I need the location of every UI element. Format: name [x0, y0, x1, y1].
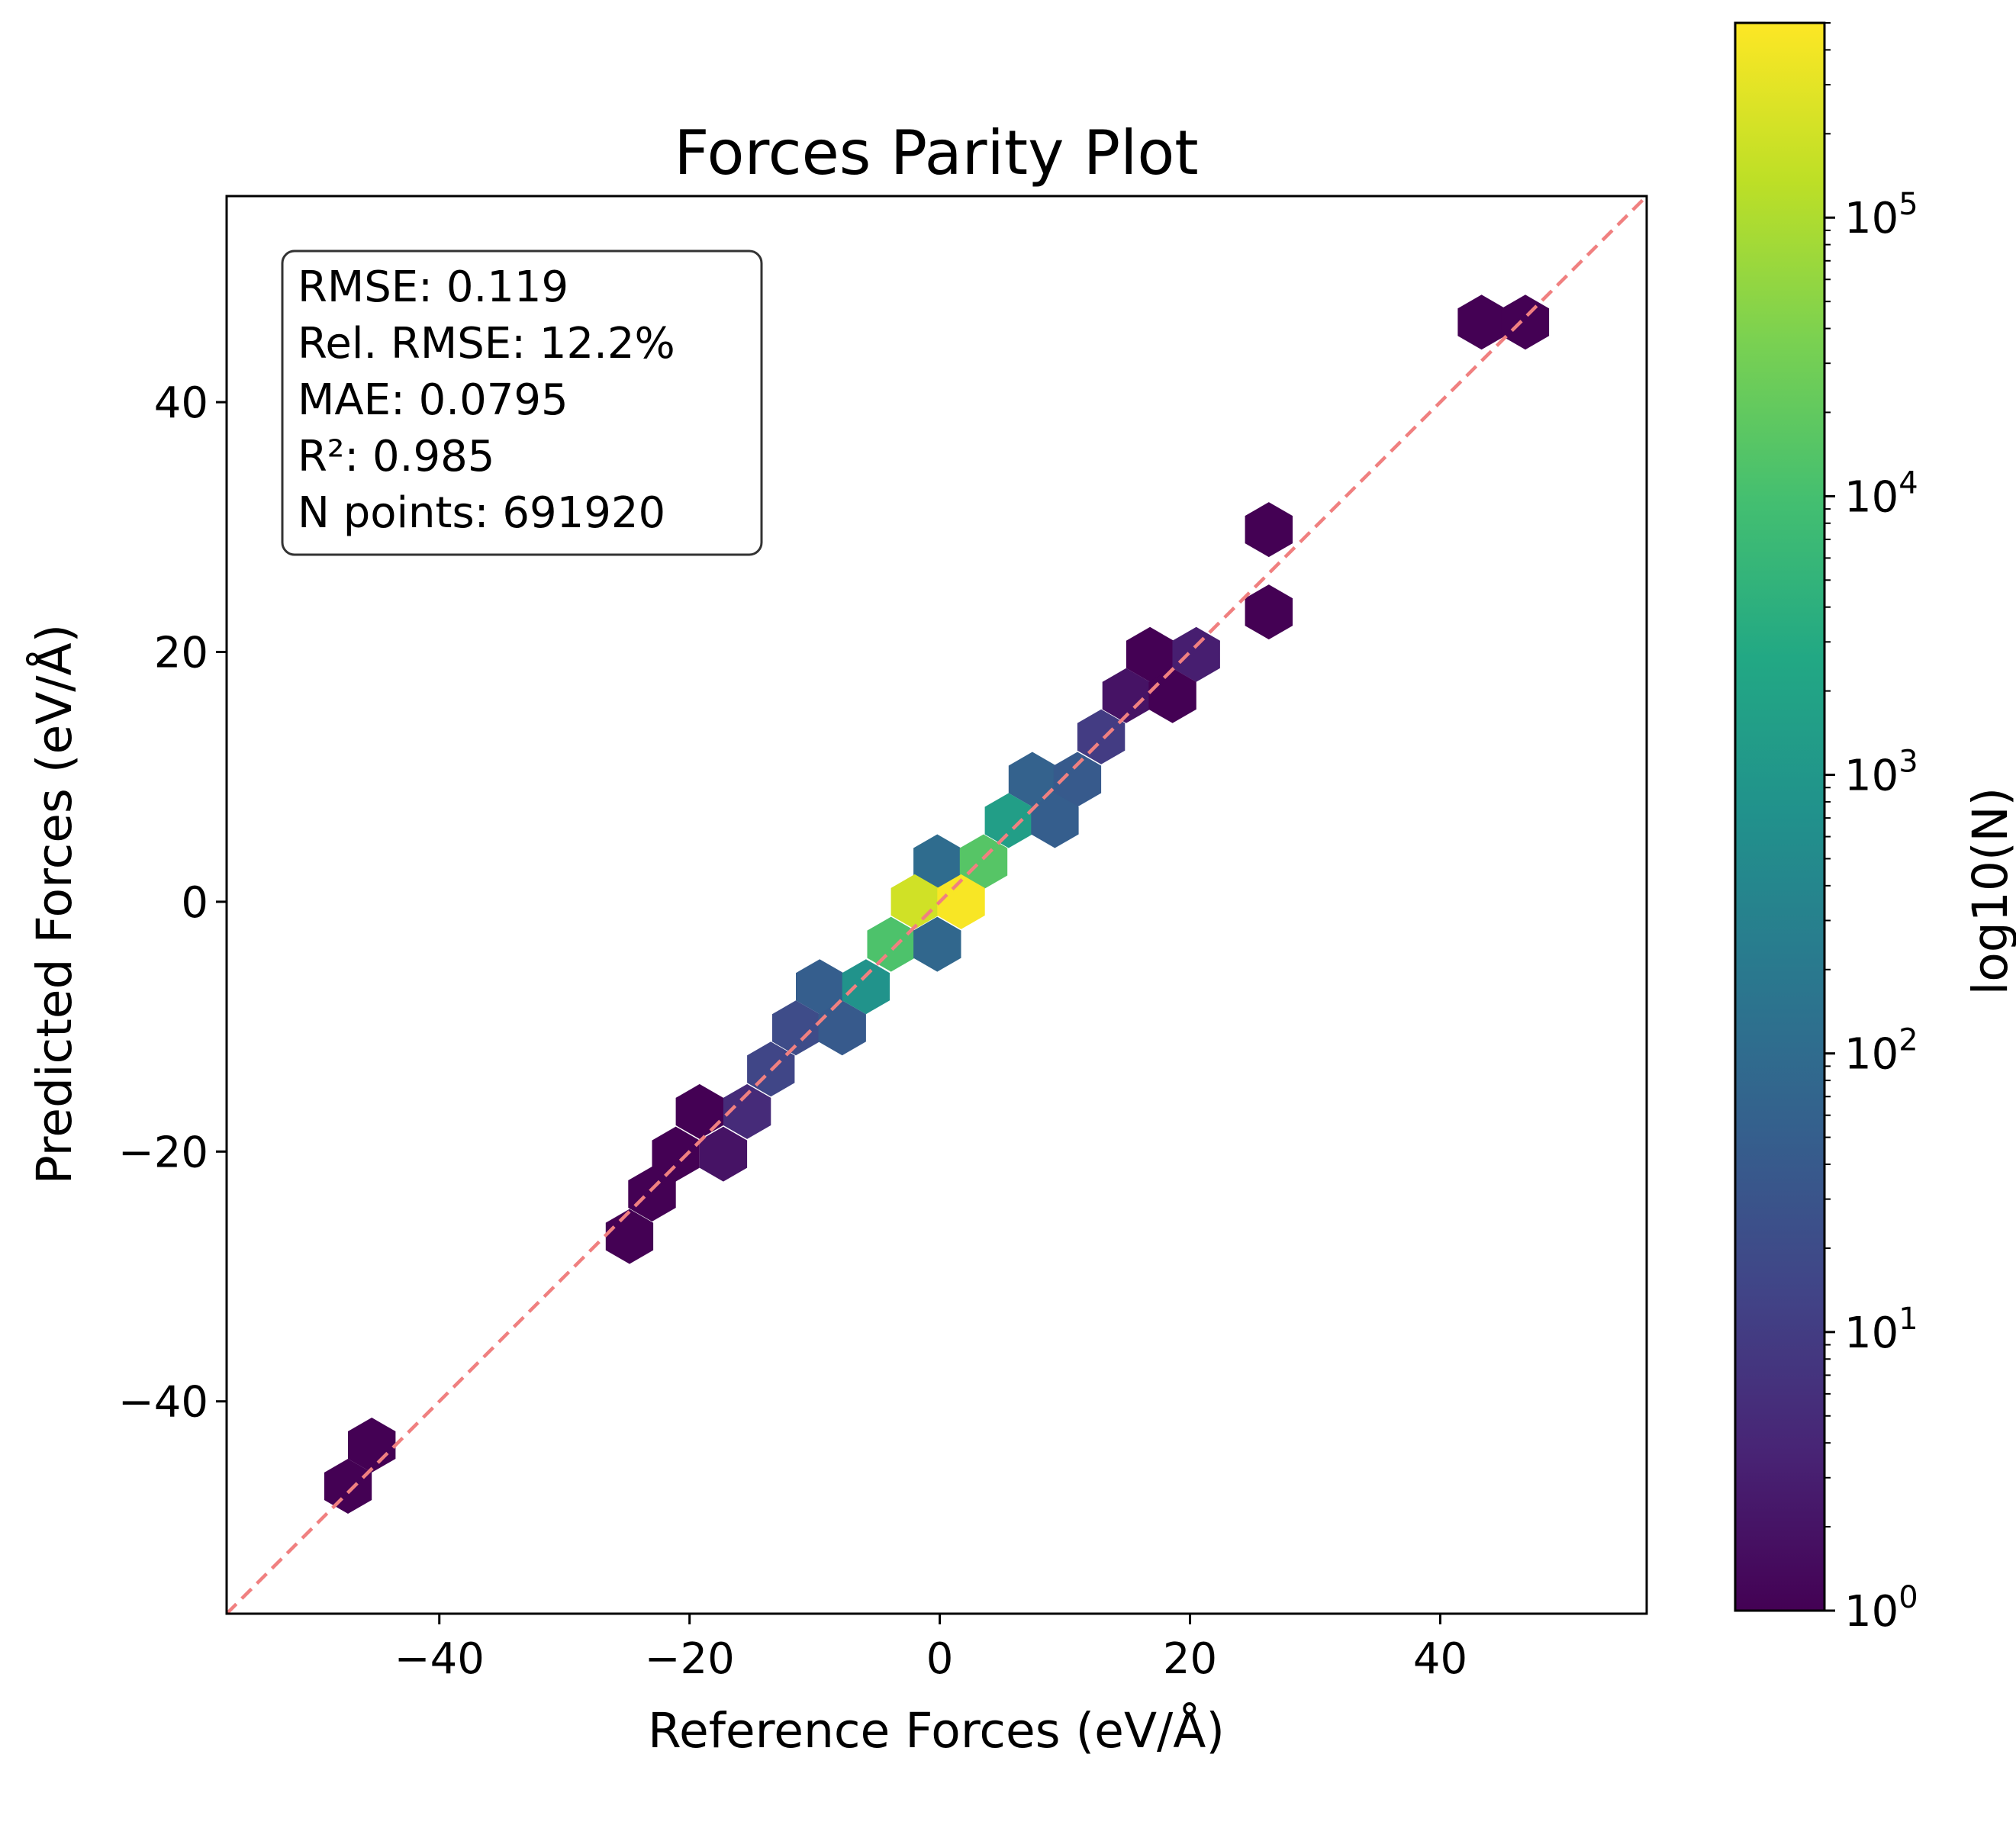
colorbar-tick-label: 102	[1844, 1023, 1918, 1080]
hexbin-cell	[675, 1083, 723, 1139]
hexbin-cell	[771, 1000, 820, 1056]
hexbin-cell	[842, 959, 890, 1015]
stats-box-frame	[281, 249, 763, 556]
colorbar-label: log10(N)	[1963, 787, 2016, 996]
x-tick-label: 40	[1413, 1634, 1467, 1684]
hexbin-cell	[796, 959, 844, 1015]
y-tick-label: 0	[181, 878, 208, 928]
hexbin-cell	[984, 793, 1032, 848]
hexbin-cell	[605, 1209, 654, 1264]
y-tick-label: −40	[118, 1378, 208, 1428]
hexbin-cell	[1008, 752, 1057, 807]
y-axis-label: Predicted Forces (eV/Å)	[27, 624, 82, 1184]
x-tick-label: −20	[645, 1634, 735, 1684]
y-tick-label: 20	[154, 629, 208, 678]
hexbin-cell	[937, 874, 985, 929]
x-tick-label: −40	[395, 1634, 485, 1684]
hexbin-cell	[867, 916, 915, 972]
chart-title: Forces Parity Plot	[674, 117, 1198, 188]
colorbar-tick-label: 105	[1844, 187, 1918, 243]
y-tick-label: −20	[118, 1128, 208, 1177]
colorbar: 100 101 102 103 104 105 log10(N)	[1734, 21, 2016, 1637]
hexbin-cell	[1102, 668, 1151, 723]
hexbin-cell	[959, 834, 1008, 890]
colorbar-tick-label: 101	[1844, 1302, 1918, 1358]
stats-rel-rmse: Rel. RMSE: 12.2%	[298, 319, 675, 369]
hexbin-cell	[723, 1083, 771, 1139]
x-axis-label: Reference Forces (eV/Å)	[648, 1703, 1225, 1759]
stats-rmse: RMSE: 0.119	[298, 262, 568, 312]
hexbin-cell	[1172, 626, 1220, 682]
hexbin-cell	[913, 916, 961, 972]
hexbin-cell	[1031, 793, 1079, 848]
hexbin-cell	[818, 1000, 866, 1056]
reference-line	[227, 196, 1647, 1614]
x-axis-ticks: −40 −20 0 20 40	[395, 1614, 1467, 1684]
hexbin-cell	[324, 1459, 372, 1514]
hexbin-cell	[1053, 752, 1102, 807]
hexbin-cell	[1245, 502, 1293, 558]
y-tick-label: 40	[154, 378, 208, 428]
plot-frame	[225, 195, 1648, 1615]
hexbin-layer	[324, 295, 1550, 1514]
y-axis-ticks: −40 −20 0 20 40	[118, 378, 227, 1428]
hexbin-cell	[652, 1126, 700, 1182]
colorbar-tick-label: 100	[1844, 1580, 1918, 1637]
stats-n-points: N points: 691920	[298, 488, 665, 538]
colorbar-tick-label: 104	[1844, 465, 1918, 522]
hexbin-cell	[628, 1167, 676, 1222]
x-tick-label: 20	[1163, 1634, 1217, 1684]
hexbin-cell	[1148, 668, 1196, 723]
hexbin-cell	[1457, 295, 1506, 350]
colorbar-gradient	[1734, 21, 1826, 1612]
x-tick-label: 0	[926, 1634, 954, 1684]
hexbin-cell	[699, 1126, 748, 1182]
stats-mae: MAE: 0.0795	[298, 375, 568, 425]
stats-r2: R²: 0.985	[298, 432, 494, 481]
hexbin-cell	[1501, 295, 1550, 350]
colorbar-ticks: 100 101 102 103 104 105	[1824, 22, 1918, 1637]
colorbar-tick-label: 103	[1844, 745, 1918, 801]
hexbin-cell	[1245, 584, 1293, 640]
hexbin-cell	[1126, 626, 1174, 682]
stats-box: RMSE: 0.119 Rel. RMSE: 12.2% MAE: 0.0795…	[281, 249, 763, 556]
hexbin-cell	[913, 834, 961, 890]
